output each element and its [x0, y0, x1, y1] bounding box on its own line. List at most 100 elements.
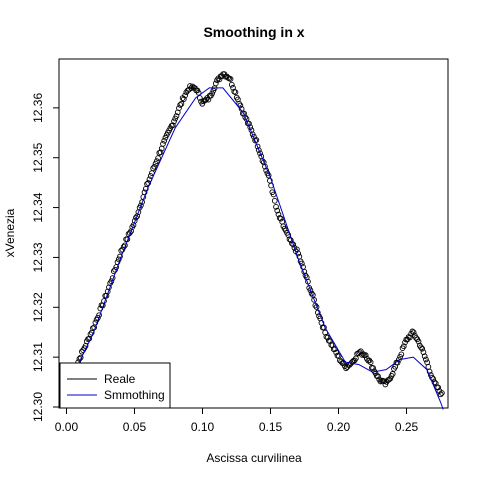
reale-point — [161, 137, 168, 144]
y-tick-label: 12.33 — [31, 242, 45, 272]
reale-point — [138, 202, 144, 209]
reale-point — [205, 96, 212, 103]
plot-layer: 0.00 0.05 0.10 0.15 0.20 0.25 12.30 12.31 12.32 1… — [31, 58, 449, 434]
y-tick-label: 12.35 — [31, 142, 45, 172]
reale-point — [362, 352, 369, 358]
reale-point — [421, 353, 428, 360]
legend-label-reale: Reale — [104, 372, 136, 386]
reale-point — [157, 149, 164, 156]
reale-point — [92, 319, 99, 326]
reale-point — [308, 290, 315, 297]
reale-point — [150, 165, 156, 172]
legend-box — [59, 362, 171, 409]
reale-point — [389, 371, 396, 377]
reale-point — [253, 137, 260, 143]
reale-point — [195, 89, 202, 96]
reale-point — [375, 373, 381, 380]
reale-point — [257, 150, 263, 157]
reale-point — [182, 92, 188, 99]
reale-point — [119, 246, 126, 253]
reale-point — [435, 384, 442, 391]
reale-point — [209, 90, 215, 97]
reale-point — [423, 356, 429, 363]
reale-point — [255, 147, 262, 153]
plot-frame — [58, 58, 449, 409]
reale-point — [387, 375, 394, 382]
reale-point — [426, 368, 433, 375]
reale-point — [139, 199, 145, 205]
reale-point — [409, 328, 416, 335]
reale-point — [242, 114, 249, 121]
reale-point — [410, 329, 417, 336]
y-tick-label: 12.31 — [31, 342, 45, 372]
reale-point — [311, 297, 317, 303]
reale-point — [115, 256, 122, 263]
reale-point — [114, 259, 121, 265]
reale-point — [298, 260, 305, 267]
reale-point — [169, 122, 176, 129]
reale-point — [432, 380, 439, 387]
x-tick-label: 0.00 — [55, 420, 79, 434]
y-axis-label: xVenezia — [3, 208, 17, 257]
reale-point — [236, 100, 243, 107]
reale-point — [367, 359, 374, 366]
x-axis-label: Ascissa curvilinea — [206, 451, 302, 465]
reale-point — [400, 343, 407, 350]
y-tick-label: 12.36 — [31, 93, 45, 123]
x-tick-label: 0.15 — [259, 420, 283, 434]
smoothing-line — [72, 87, 444, 410]
reale-point — [273, 204, 279, 210]
reale-point — [420, 349, 427, 356]
reale-point — [398, 351, 405, 358]
reale-point — [295, 250, 301, 257]
legend-label-smoothing: Smmothing — [104, 388, 165, 402]
reale-point — [254, 143, 261, 150]
chart-title: Smoothing in x — [203, 24, 304, 40]
reale-point — [196, 95, 203, 101]
reale-point — [439, 390, 445, 396]
reale-point — [212, 80, 219, 87]
reale-point — [437, 391, 444, 398]
x-tick-label: 0.20 — [327, 420, 351, 434]
reale-point — [153, 158, 160, 165]
reale-point — [227, 76, 234, 82]
reale-point — [429, 374, 435, 381]
x-tick-label: 0.10 — [191, 420, 215, 434]
reale-point — [228, 81, 235, 88]
reale-point — [177, 102, 184, 108]
x-tick-label: 0.05 — [123, 420, 147, 434]
reale-point — [176, 105, 182, 112]
reale-point — [155, 155, 161, 161]
reale-point — [340, 360, 347, 366]
reale-point — [381, 378, 387, 385]
reale-point — [237, 102, 244, 109]
reale-point — [323, 333, 330, 340]
reale-point — [407, 334, 413, 341]
x-tick-label: 0.25 — [395, 420, 419, 434]
reale-point — [230, 84, 236, 91]
reale-point — [171, 118, 177, 125]
reale-point — [173, 113, 180, 119]
reale-point — [278, 215, 284, 222]
reale-point — [232, 89, 239, 96]
reale-point — [181, 96, 187, 102]
reale-point — [160, 141, 166, 147]
reale-point — [275, 211, 282, 218]
reale-point — [271, 197, 278, 204]
reale-point — [134, 213, 141, 219]
reale-point — [419, 345, 426, 352]
reale-point — [307, 287, 314, 294]
y-tick-label: 12.30 — [31, 392, 45, 422]
reale-point — [178, 100, 185, 107]
reale-point — [418, 344, 424, 351]
y-tick-label: 12.32 — [31, 292, 45, 322]
chart-legend: Reale Smmothing — [59, 362, 171, 409]
reale-point — [141, 189, 148, 196]
reale-point — [370, 365, 376, 371]
reale-point — [290, 241, 297, 248]
reale-point — [188, 85, 195, 91]
reale-point — [415, 338, 422, 345]
y-tick-label: 12.34 — [31, 192, 45, 222]
